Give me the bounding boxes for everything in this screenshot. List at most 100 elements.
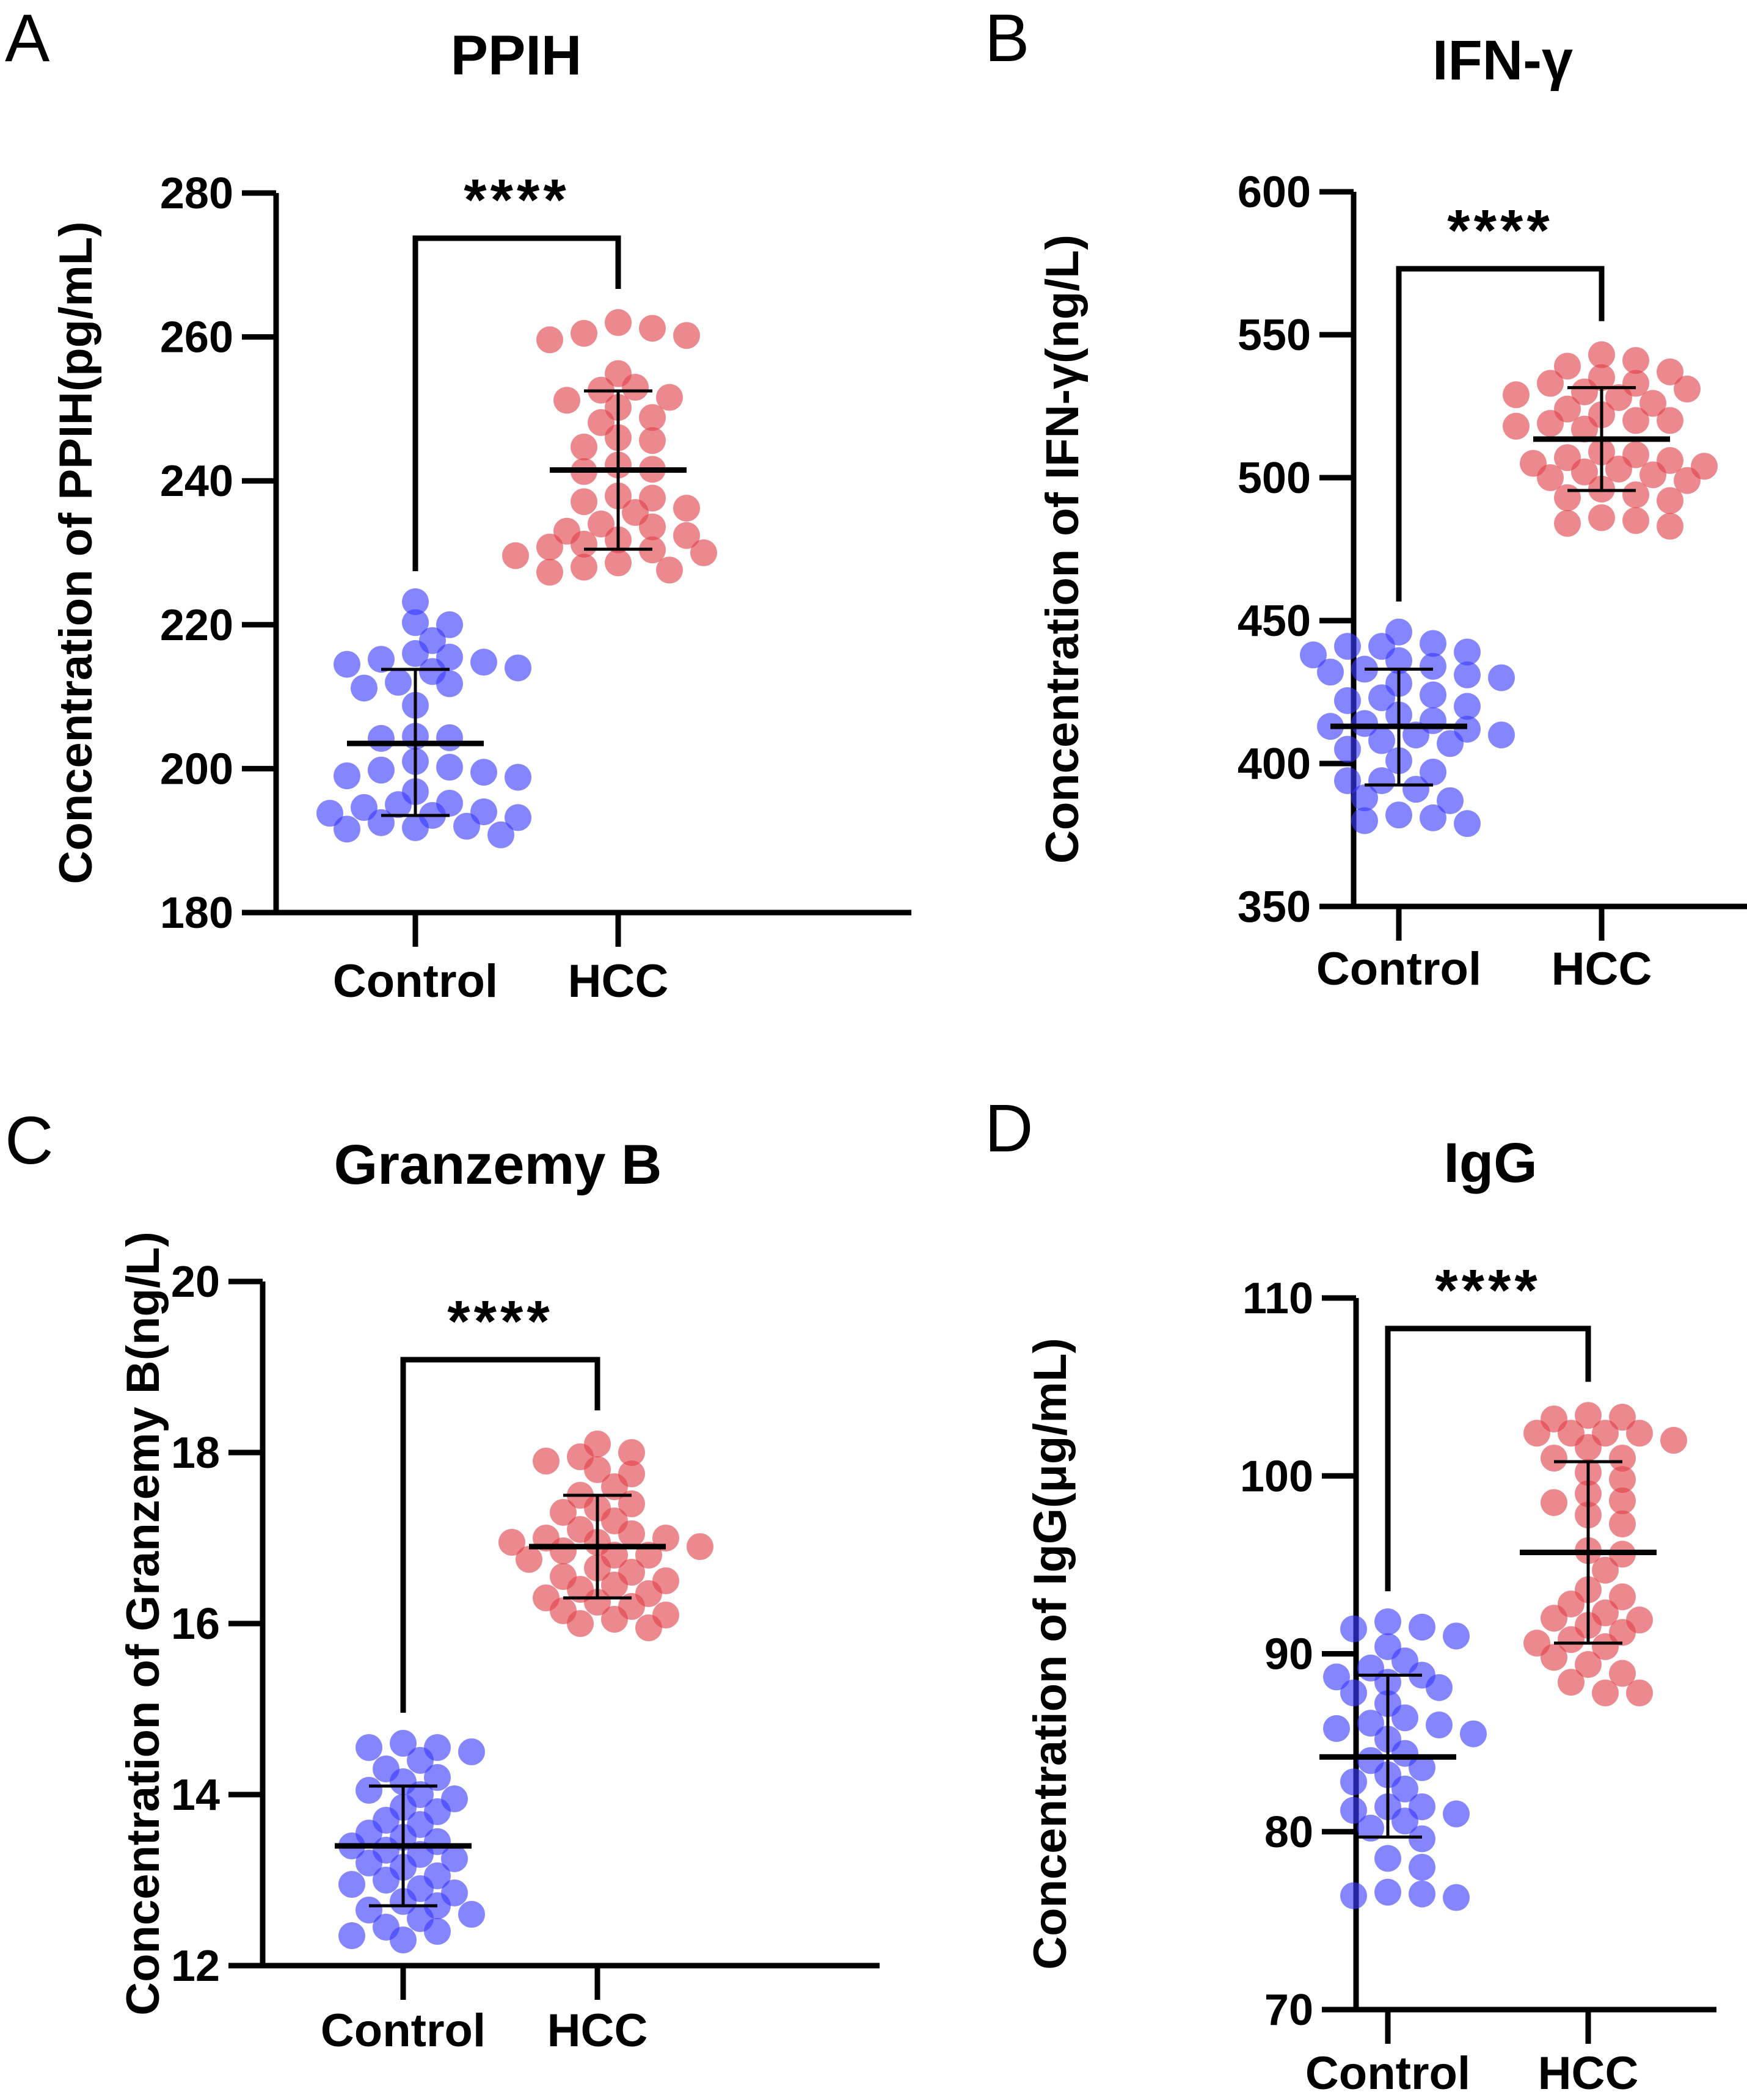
data-point: [516, 1546, 542, 1573]
data-point: [1537, 410, 1564, 437]
series-control: [1300, 618, 1515, 837]
data-point: [334, 651, 360, 678]
data-point: [436, 754, 463, 781]
data-point: [502, 542, 529, 569]
data-point: [605, 549, 632, 577]
y-axis-label: Concentration of IgG(μg/mL): [1024, 1338, 1076, 1969]
data-point: [1571, 378, 1598, 406]
data-point: [1385, 647, 1412, 674]
data-point: [316, 800, 343, 827]
significance-bracket: [1385, 1325, 1591, 1592]
data-point: [1460, 1720, 1487, 1748]
x-tick-label-hcc: HCC: [568, 955, 669, 1007]
data-point: [1657, 358, 1683, 385]
data-point: [1575, 1402, 1602, 1429]
data-point: [1409, 1880, 1435, 1908]
x-tick-label-hcc: HCC: [1538, 2047, 1639, 2099]
data-point: [1622, 347, 1649, 374]
y-tick-label: 18: [171, 1429, 220, 1478]
data-point: [1575, 1650, 1602, 1678]
data-point: [1443, 1622, 1470, 1650]
data-point: [424, 1918, 451, 1945]
data-point: [1402, 776, 1429, 803]
data-point: [673, 494, 700, 522]
y-tick-label: 400: [1238, 740, 1311, 789]
significance-label: ****: [464, 167, 569, 233]
data-point: [1639, 461, 1666, 489]
data-point: [690, 539, 717, 566]
data-point: [424, 1764, 451, 1791]
data-point: [601, 1473, 628, 1500]
data-point: [1674, 375, 1701, 403]
y-tick-label: 240: [160, 457, 233, 506]
data-point: [1437, 730, 1464, 757]
data-point: [436, 670, 463, 698]
significance-bracket: [412, 235, 621, 572]
data-point: [1622, 407, 1649, 434]
data-point: [402, 814, 429, 841]
series-control: [1319, 1608, 1487, 1911]
chart-title: IgG: [1443, 1132, 1537, 1194]
chart-title: IFN-γ: [1432, 29, 1573, 92]
data-point: [1426, 1712, 1453, 1738]
data-point: [1409, 1854, 1435, 1881]
data-point: [1340, 1768, 1367, 1796]
data-point: [1340, 1882, 1367, 1909]
data-point: [1622, 507, 1649, 534]
panel-b: B IFN-γ 350 400 450 500 550 600 Concentration of…: [985, 1, 1747, 995]
data-point: [567, 1610, 594, 1637]
data-point: [571, 488, 597, 516]
data-point: [601, 1572, 628, 1599]
x-tick-label-hcc: HCC: [1552, 943, 1652, 995]
chart-title: Granzemy B: [334, 1134, 662, 1196]
data-point: [1541, 1605, 1567, 1632]
data-point: [1503, 381, 1530, 409]
data-point: [1609, 1660, 1636, 1687]
y-tick-label: 220: [160, 601, 233, 650]
y-tick-label: 70: [1264, 1986, 1313, 2035]
y-tick-label: 12: [171, 1942, 220, 1991]
data-point: [356, 1777, 382, 1804]
data-point: [1443, 1800, 1470, 1828]
x-tick-label-control: Control: [1316, 943, 1481, 995]
x-tick-label-hcc: HCC: [547, 2005, 648, 2057]
data-point: [436, 724, 463, 751]
data-point: [601, 1606, 628, 1633]
data-point: [1368, 727, 1395, 754]
data-point: [1391, 1775, 1418, 1803]
data-point: [1409, 1754, 1435, 1781]
data-point: [588, 510, 615, 538]
data-point: [1571, 458, 1598, 486]
data-point: [1592, 1633, 1619, 1660]
data-point: [402, 588, 429, 616]
data-point: [1368, 767, 1395, 795]
y-tick-label: 280: [160, 169, 233, 218]
data-point: [390, 1730, 417, 1757]
data-point: [656, 384, 683, 411]
data-point: [550, 1499, 577, 1526]
data-point: [453, 812, 480, 840]
data-point: [1639, 390, 1666, 417]
data-point: [536, 533, 563, 561]
data-point: [1657, 512, 1683, 540]
data-point: [1454, 693, 1481, 720]
data-point: [1541, 1489, 1567, 1516]
data-point: [1437, 787, 1464, 814]
y-tick-label: 14: [171, 1771, 220, 1820]
data-point: [402, 640, 429, 667]
data-point: [1351, 784, 1378, 812]
data-point: [1488, 664, 1515, 691]
data-point: [553, 387, 580, 414]
y-tick-label: 16: [171, 1600, 220, 1649]
data-point: [635, 1614, 662, 1641]
data-point: [368, 646, 395, 673]
data-point: [487, 821, 514, 848]
y-tick-label: 500: [1238, 454, 1311, 503]
data-point: [1537, 370, 1564, 397]
data-point: [1609, 1466, 1636, 1493]
series-hcc: [502, 309, 717, 586]
data-point: [441, 1845, 468, 1872]
data-point: [368, 724, 395, 752]
data-point: [1558, 1669, 1585, 1696]
